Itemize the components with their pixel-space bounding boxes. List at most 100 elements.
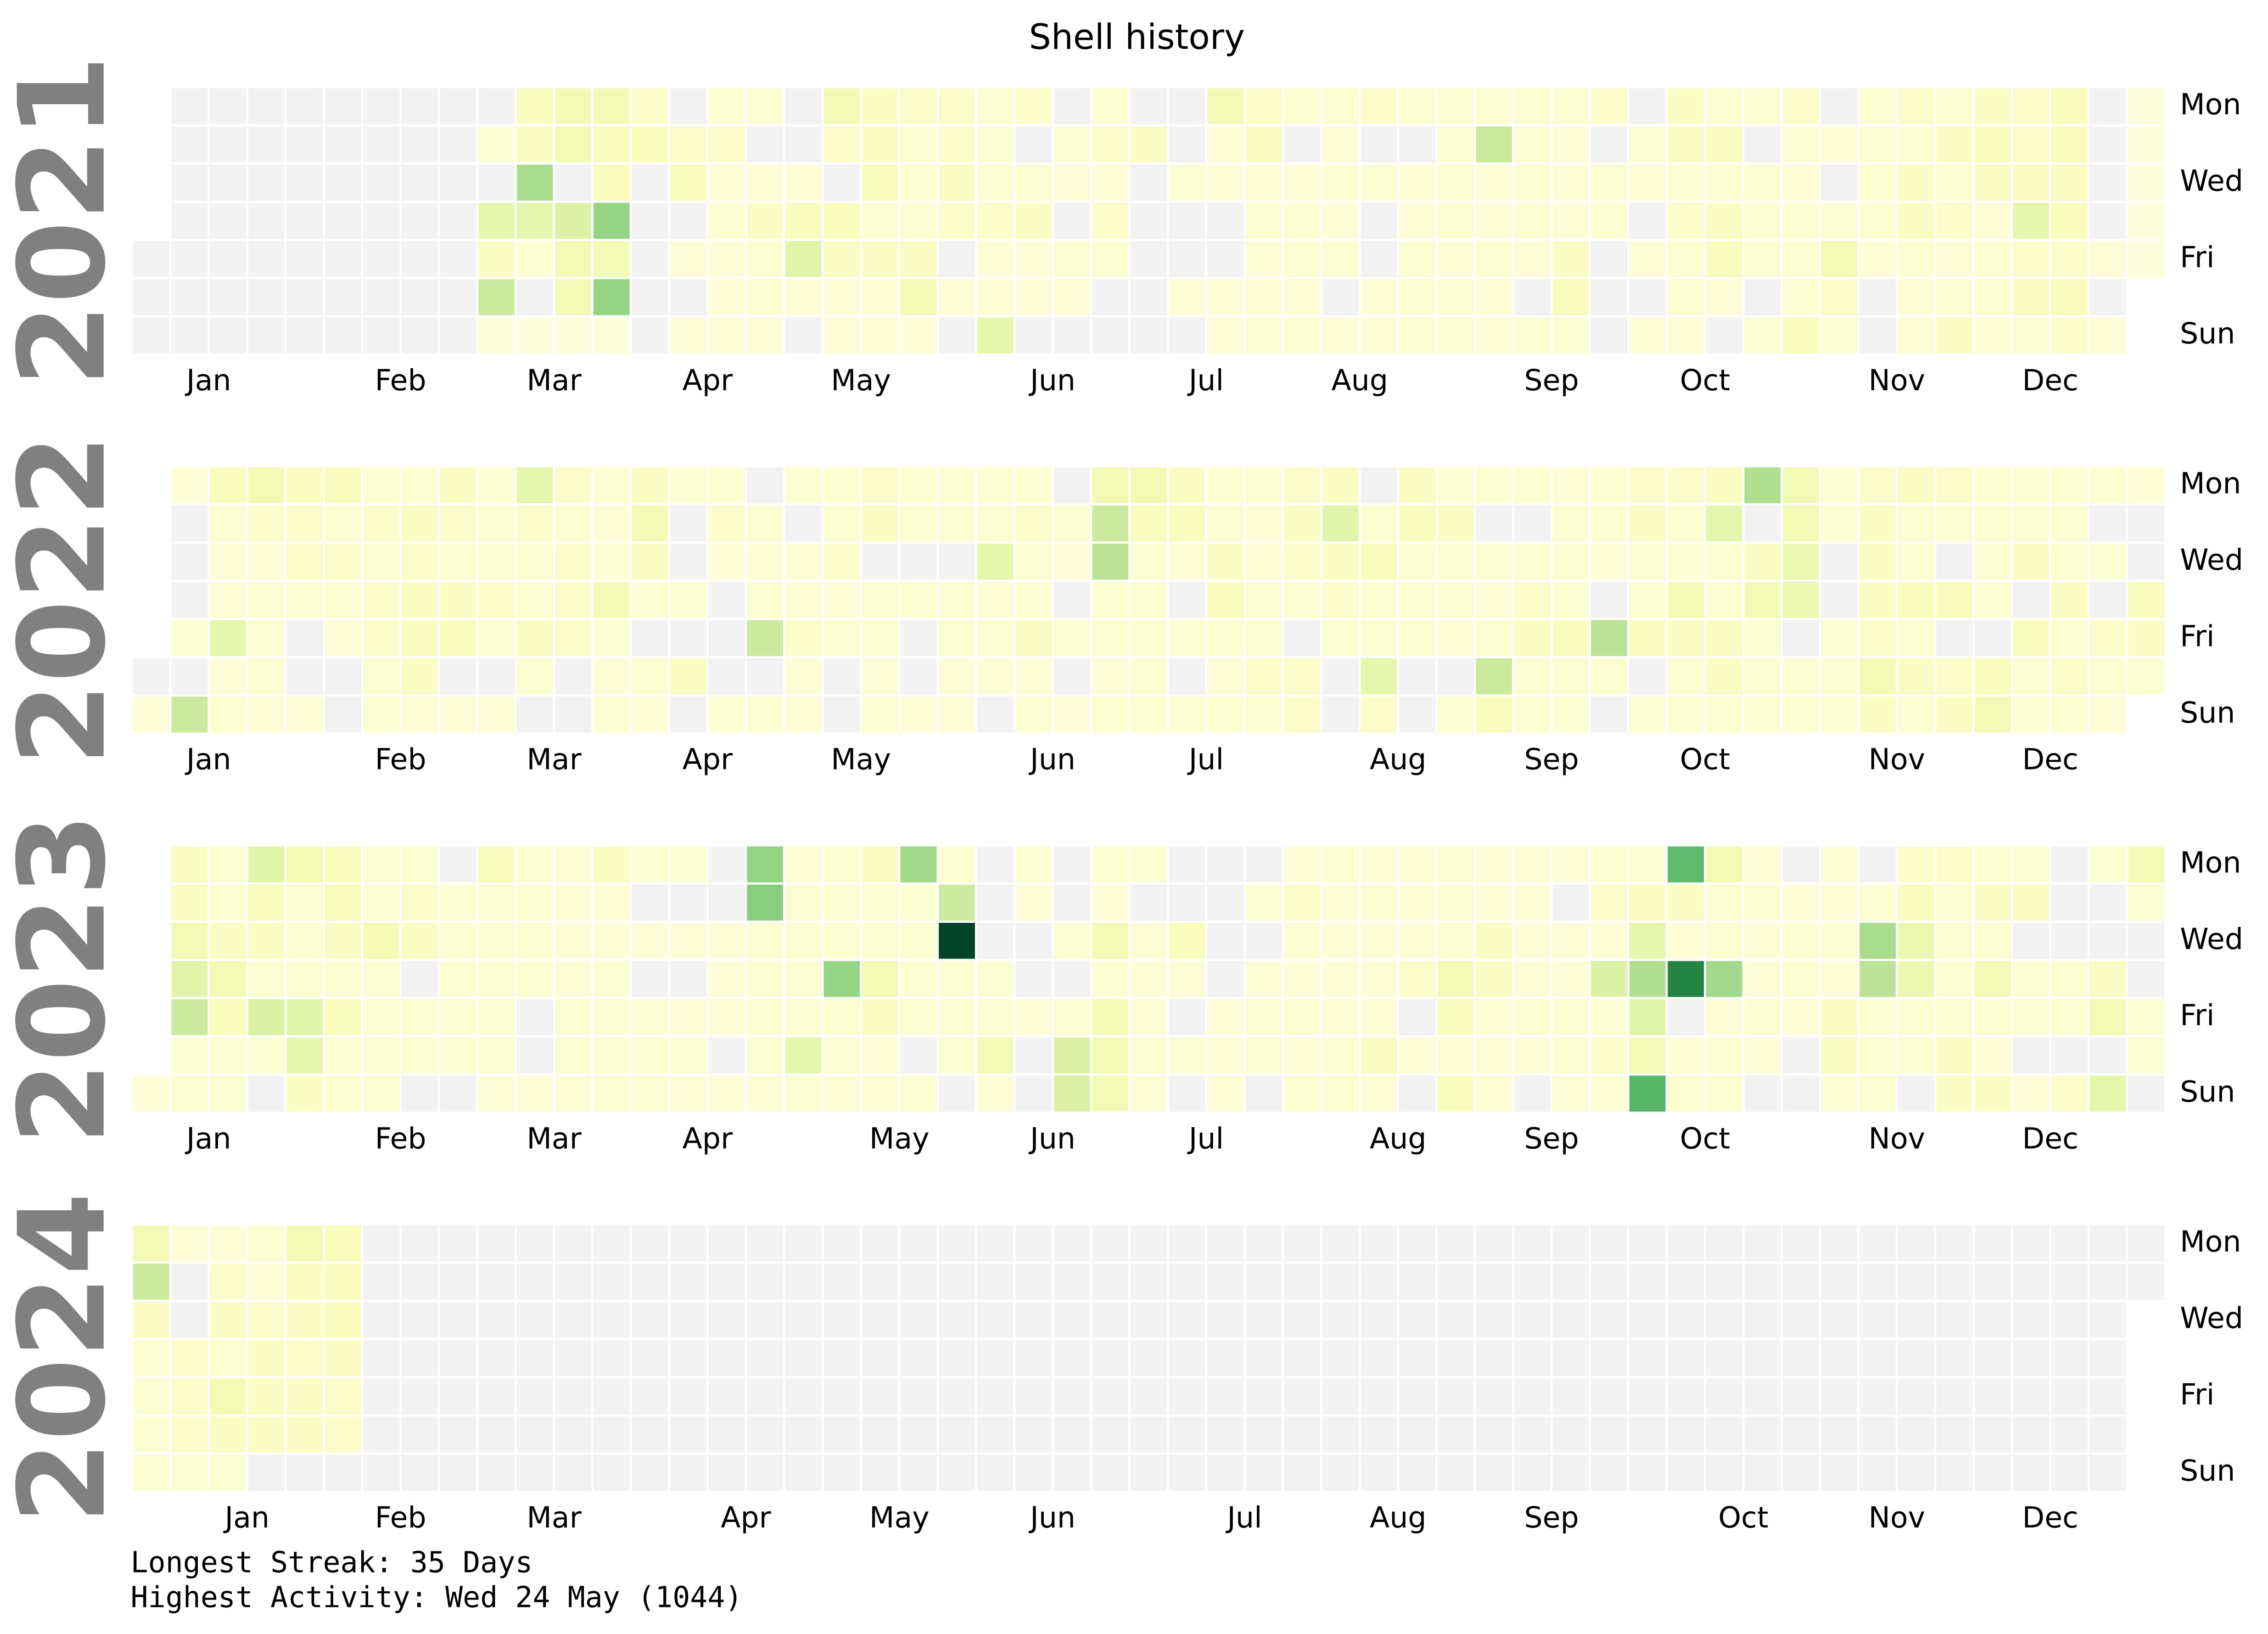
weekday-label: Wed (2180, 543, 2243, 577)
day-cell (898, 201, 939, 241)
day-cell (975, 882, 1016, 923)
day-cell (629, 579, 671, 620)
day-cell (821, 1299, 862, 1340)
day-cell (1128, 1035, 1169, 1076)
day-cell (399, 844, 440, 885)
day-cell (821, 882, 862, 923)
day-cell (1128, 1376, 1169, 1417)
day-cell (476, 618, 517, 658)
day-cell (1627, 1299, 1668, 1340)
day-cell (169, 86, 210, 127)
day-cell (860, 162, 901, 203)
day-cell (936, 1073, 977, 1114)
day-cell (591, 86, 632, 127)
day-cell (1742, 1299, 1783, 1340)
day-cell (745, 618, 785, 658)
day-cell (2049, 465, 2090, 506)
day-cell (821, 579, 862, 620)
day-cell (1857, 656, 1898, 697)
month-label: Apr (683, 363, 733, 397)
day-cell (1550, 618, 1591, 658)
day-cell (936, 465, 977, 506)
day-cell (1512, 1035, 1553, 1076)
day-cell (1128, 1073, 1169, 1114)
day-cell (1397, 124, 1438, 165)
day-cell (1473, 277, 1514, 318)
day-cell (1090, 1299, 1131, 1340)
month-label: Dec (2022, 363, 2078, 397)
day-cell (515, 1261, 555, 1302)
day-cell (169, 694, 210, 735)
day-cell (476, 882, 517, 923)
day-cell (1397, 959, 1438, 999)
day-cell (1052, 997, 1092, 1038)
day-cell (246, 1223, 287, 1264)
day-cell (2049, 162, 2090, 203)
day-cell (361, 1261, 402, 1302)
day-cell (207, 124, 248, 165)
day-cell (860, 1223, 901, 1264)
day-cell (1205, 656, 1246, 697)
day-cell (783, 503, 824, 544)
day-cell (1435, 277, 1476, 318)
day-cell (399, 618, 440, 658)
day-cell (1589, 882, 1630, 923)
day-cell (323, 503, 364, 544)
day-cell (2010, 1223, 2052, 1264)
day-cell (1589, 315, 1630, 356)
day-cell (1397, 162, 1438, 203)
day-cell (1013, 465, 1054, 506)
day-cell (1627, 86, 1668, 127)
month-label: May (831, 742, 891, 776)
day-cell (1243, 1338, 1284, 1379)
day-cell (2010, 124, 2052, 165)
day-cell (361, 86, 402, 127)
day-cell (169, 201, 210, 241)
day-cell (515, 465, 555, 506)
day-cell (1857, 1223, 1898, 1264)
day-cell (1550, 1452, 1591, 1493)
day-cell (361, 656, 402, 697)
day-cell (1742, 844, 1783, 885)
day-cell (2010, 315, 2052, 356)
day-cell (898, 844, 939, 885)
day-cell (1358, 124, 1400, 165)
day-cell (1550, 579, 1591, 620)
day-cell (246, 579, 287, 620)
day-cell (1512, 997, 1553, 1038)
day-cell (1243, 1223, 1284, 1264)
day-cell (1589, 1376, 1630, 1417)
day-cell (629, 1452, 671, 1493)
day-cell (1819, 1376, 1860, 1417)
day-cell (1090, 1376, 1131, 1417)
day-cell (745, 1035, 785, 1076)
day-cell (1128, 239, 1169, 280)
day-cell (1896, 618, 1937, 658)
day-cell (399, 921, 440, 961)
day-cell (2049, 541, 2090, 582)
day-cell (1896, 277, 1937, 318)
day-cell (2010, 1299, 2052, 1340)
day-cell (1896, 921, 1937, 961)
day-cell (1320, 239, 1361, 280)
day-cell (399, 541, 440, 582)
day-cell (1128, 277, 1169, 318)
day-cell (131, 1073, 172, 1114)
day-cell (553, 1414, 594, 1455)
day-cell (629, 277, 671, 318)
day-cell (1435, 124, 1476, 165)
day-cell (1665, 86, 1706, 127)
day-cell (2087, 1338, 2128, 1379)
day-cell (207, 162, 248, 203)
day-cell (1627, 694, 1668, 735)
day-cell (1166, 1376, 1208, 1417)
day-cell (668, 315, 709, 356)
day-cell (1627, 959, 1668, 999)
day-cell (1934, 694, 1975, 735)
day-cell (399, 1299, 440, 1340)
day-cell (1704, 465, 1745, 506)
day-cell (1704, 882, 1745, 923)
day-cell (1857, 124, 1898, 165)
day-cell (1435, 1414, 1476, 1455)
day-cell (1819, 1073, 1860, 1114)
